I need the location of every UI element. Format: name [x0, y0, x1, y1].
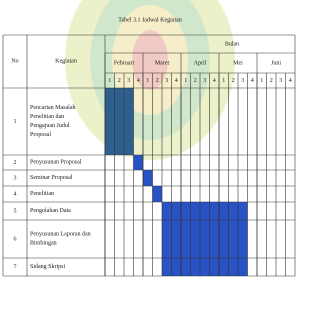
schedule-cell	[162, 202, 172, 220]
schedule-cell	[191, 202, 201, 220]
month-label: Februari	[114, 60, 135, 66]
schedule-cell	[181, 220, 191, 258]
schedule-cell	[115, 88, 125, 155]
header-no: No	[11, 58, 18, 64]
month-label: Juni	[271, 60, 281, 66]
week-label: 1	[222, 78, 225, 84]
schedule-cell	[172, 258, 182, 276]
schedule-cell	[219, 258, 229, 276]
row-no: 6	[14, 236, 17, 242]
week-label: 2	[156, 78, 159, 84]
schedule-cell	[200, 202, 210, 220]
schedule-cell	[191, 220, 201, 258]
week-label: 2	[232, 78, 235, 84]
schedule-table: Tabel 3.1 Jadwal Kegiatan No Kegiatan Bula…	[0, 0, 297, 306]
week-label: 2	[270, 78, 273, 84]
schedule-cell	[181, 202, 191, 220]
row-no: 7	[14, 264, 17, 270]
week-label: 2	[194, 78, 197, 84]
schedule-cell	[238, 202, 248, 220]
month-label: Maret	[155, 60, 170, 66]
schedule-cell	[200, 258, 210, 276]
schedule-cell	[172, 202, 182, 220]
schedule-cell	[105, 88, 115, 155]
row-no: 4	[14, 191, 17, 197]
month-label: April	[194, 60, 207, 66]
week-label: 1	[146, 78, 149, 84]
header-activity: Kegiatan	[55, 58, 77, 64]
week-label: 3	[203, 78, 206, 84]
schedule-cell	[238, 220, 248, 258]
schedule-cell	[191, 258, 201, 276]
week-label: 1	[108, 78, 111, 84]
week-label: 4	[289, 78, 292, 84]
week-label: 4	[251, 78, 254, 84]
week-label: 2	[118, 78, 121, 84]
row-no: 2	[14, 160, 17, 166]
row-no: 3	[14, 175, 17, 181]
row-activity: Penyusunan Proposal	[30, 160, 82, 166]
week-label: 3	[127, 78, 130, 84]
schedule-cell	[162, 220, 172, 258]
header-period: Bulan	[225, 41, 239, 47]
week-label: 1	[260, 78, 263, 84]
week-label: 3	[279, 78, 282, 84]
row-no: 1	[14, 119, 17, 125]
row-activity: Pengolahan Data	[30, 208, 71, 214]
week-label: 3	[241, 78, 244, 84]
schedule-cell	[219, 220, 229, 258]
schedule-cell	[200, 220, 210, 258]
schedule-cell	[229, 258, 239, 276]
schedule-cell	[162, 258, 172, 276]
page: Tabel 3.1 Jadwal Kegiatan No Kegiatan Bula…	[0, 0, 297, 306]
month-label: Mei	[233, 60, 243, 66]
row-activity: Penelitian	[30, 191, 54, 197]
schedule-cell	[229, 202, 239, 220]
schedule-cell	[210, 258, 220, 276]
schedule-cell	[124, 88, 134, 155]
schedule-cell	[143, 170, 153, 186]
week-label: 4	[213, 78, 216, 84]
schedule-cell	[210, 220, 220, 258]
table-title: Tabel 3.1 Jadwal Kegiatan	[118, 17, 182, 23]
schedule-cell	[210, 202, 220, 220]
row-activity: Sidang Skripsi	[30, 264, 66, 270]
row-no: 5	[14, 208, 17, 214]
row-activity: Seminar Proposal	[30, 175, 73, 181]
week-label: 4	[175, 78, 178, 84]
schedule-cell	[229, 220, 239, 258]
schedule-cell	[172, 220, 182, 258]
week-label: 4	[137, 78, 140, 84]
schedule-cell	[219, 202, 229, 220]
schedule-cell	[134, 155, 144, 170]
schedule-cell	[238, 258, 248, 276]
schedule-cell	[153, 186, 163, 202]
week-label: 1	[184, 78, 187, 84]
week-label: 3	[165, 78, 168, 84]
schedule-cell	[181, 258, 191, 276]
